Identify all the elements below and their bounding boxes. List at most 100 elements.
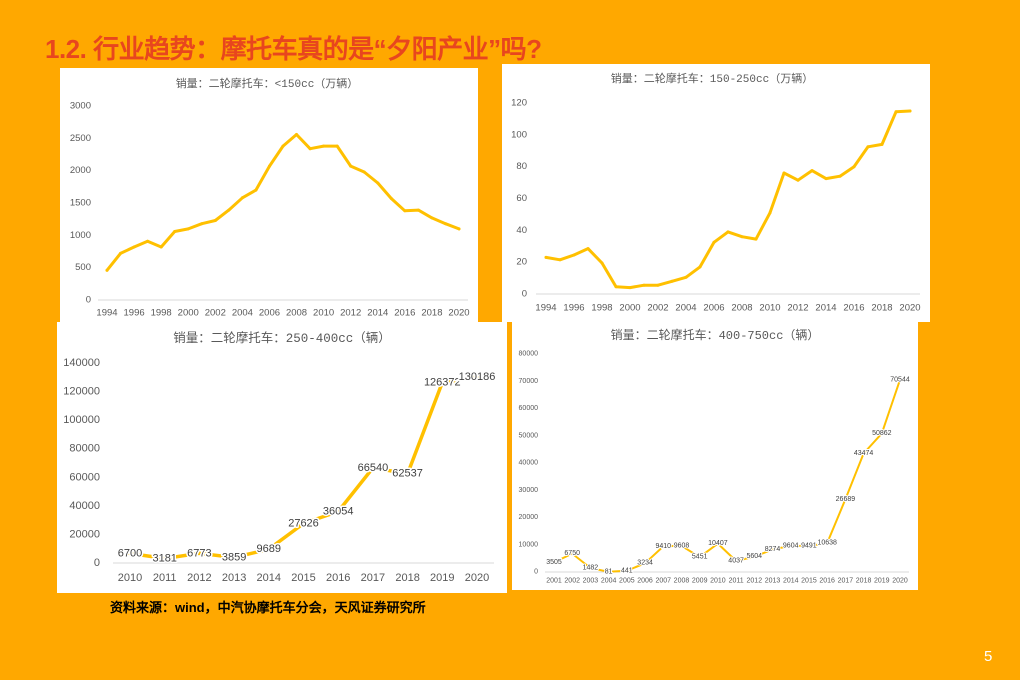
data-point — [642, 283, 646, 287]
data-label: 10407 — [708, 540, 728, 547]
x-tick-label: 2011 — [729, 578, 744, 585]
data-point — [644, 562, 647, 565]
data-point — [403, 209, 407, 213]
data-point — [852, 165, 856, 169]
data-point — [146, 239, 150, 243]
data-point — [807, 545, 810, 548]
y-tick-label: 80000 — [69, 443, 100, 455]
chart-panel-250-400cc: 销量：二轮摩托车：250-400cc（辆） 0 20000 40000 60000 800… — [57, 322, 507, 593]
x-tick-label: 2009 — [692, 578, 708, 585]
y-tick-label: 1500 — [70, 198, 91, 209]
y-tick-label: 0 — [86, 295, 91, 306]
data-point — [159, 245, 163, 249]
x-tick-label: 2002 — [564, 578, 580, 585]
source-note: 资料来源：wind，中汽协摩托车分会，天风证券研究所 — [110, 600, 426, 615]
series-line — [544, 109, 912, 290]
data-point — [698, 265, 702, 269]
data-point — [119, 251, 122, 255]
data-label: 6750 — [564, 550, 580, 557]
x-tick-label: 1998 — [591, 303, 612, 314]
data-point — [838, 174, 842, 178]
x-tick-label: 2020 — [448, 308, 469, 319]
x-tick-label: 1996 — [124, 308, 145, 319]
y-tick-label: 0 — [94, 557, 100, 569]
x-tick-label: 2017 — [361, 572, 385, 584]
data-point — [335, 144, 339, 148]
y-tick-label: 500 — [75, 262, 91, 273]
data-label: 441 — [621, 567, 633, 574]
data-point — [894, 110, 898, 114]
data-label: 5604 — [747, 553, 763, 560]
x-tick-label: 2019 — [430, 572, 454, 584]
y-tick-label: 100000 — [63, 414, 100, 426]
data-label: 9491 — [801, 543, 817, 550]
data-point — [726, 230, 730, 234]
chart-title: 销量：二轮摩托车：400-750cc（辆） — [611, 327, 820, 343]
data-point — [866, 145, 870, 149]
x-tick-label: 2013 — [222, 572, 246, 584]
y-tick-label: 140000 — [63, 357, 100, 369]
x-tick-label: 2020 — [892, 578, 908, 585]
data-point — [880, 432, 883, 435]
data-point — [186, 227, 190, 231]
data-point — [405, 471, 410, 476]
data-point — [782, 171, 786, 175]
data-label: 81 — [605, 568, 613, 575]
x-tick-label: 2015 — [291, 572, 315, 584]
y-tick-label: 2000 — [70, 165, 91, 176]
data-point — [457, 227, 461, 231]
data-point — [740, 235, 744, 239]
data-point — [128, 551, 132, 556]
x-tick-label: 2016 — [819, 578, 835, 585]
x-tick-label: 2018 — [856, 578, 872, 585]
data-point — [200, 222, 204, 226]
data-label: 3181 — [152, 553, 176, 565]
series-line — [553, 378, 901, 573]
data-point — [684, 275, 688, 279]
y-tick-label: 20 — [516, 257, 527, 268]
y-tick-label: 60 — [516, 193, 527, 204]
x-tick-label: 2012 — [787, 303, 808, 314]
data-label: 8274 — [765, 546, 781, 553]
x-tick-label: 2004 — [675, 303, 696, 314]
data-point — [213, 219, 217, 222]
data-point — [712, 240, 716, 244]
data-point — [430, 216, 434, 220]
data-point — [371, 466, 375, 470]
line-chart-150-250cc: 销量：二轮摩托车：150-250cc（万辆） 0 20 40 60 80 100 120 199… — [511, 71, 920, 314]
y-tick-label: 40 — [516, 225, 527, 236]
y-tick-label: 20000 — [519, 514, 539, 521]
data-label: 9410 — [656, 543, 672, 550]
data-point — [301, 521, 306, 526]
data-point — [336, 509, 340, 514]
data-point — [232, 555, 236, 560]
data-point — [589, 567, 592, 569]
data-label: 62537 — [392, 468, 423, 480]
y-tick-label: 60000 — [519, 405, 539, 412]
data-point — [376, 181, 380, 185]
data-point — [754, 237, 758, 241]
x-tick-label: 2008 — [731, 303, 752, 314]
line-chart-400-750cc: 销量：二轮摩托车：400-750cc（辆） 0 10000 20000 30000 400… — [519, 327, 911, 585]
y-tick-label: 100 — [511, 129, 527, 140]
data-label: 6773 — [187, 547, 211, 559]
data-point — [614, 285, 618, 289]
data-label: 26689 — [836, 496, 856, 503]
x-tick-label: 2014 — [815, 303, 836, 314]
x-tick-label: 2008 — [286, 308, 307, 319]
series-line — [128, 375, 479, 561]
data-point — [268, 164, 271, 168]
data-label: 6700 — [118, 547, 142, 559]
y-tick-label: 40000 — [69, 500, 100, 512]
x-tick-label: 2002 — [205, 308, 226, 319]
data-point — [475, 375, 479, 379]
x-tick-label: 2008 — [674, 578, 690, 585]
data-point — [600, 261, 604, 265]
line-chart-under-150cc: 销量：二轮摩托车：<150cc（万辆） 0 500 1000 1500 2000 2500 3… — [70, 76, 470, 319]
data-label: 9604 — [783, 542, 799, 549]
x-tick-label: 2015 — [801, 578, 817, 585]
data-point — [908, 109, 912, 113]
y-tick-label: 0 — [522, 289, 527, 300]
data-point — [735, 560, 738, 562]
x-tick-label: 2012 — [340, 308, 361, 319]
